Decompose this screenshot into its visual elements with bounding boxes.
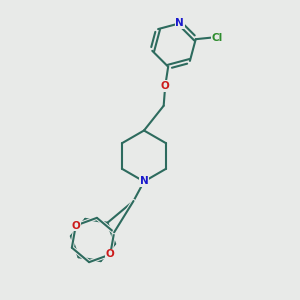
Text: N: N [140, 176, 148, 187]
Text: Cl: Cl [212, 33, 223, 43]
Text: O: O [161, 81, 170, 91]
Text: O: O [71, 220, 80, 230]
Text: O: O [106, 250, 115, 260]
Text: N: N [176, 18, 184, 28]
